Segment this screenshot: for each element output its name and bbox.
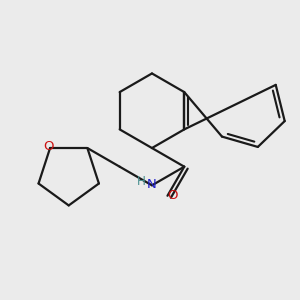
Text: O: O — [43, 140, 53, 153]
Text: O: O — [168, 189, 178, 202]
Text: N: N — [147, 178, 157, 191]
Text: H: H — [137, 175, 146, 188]
